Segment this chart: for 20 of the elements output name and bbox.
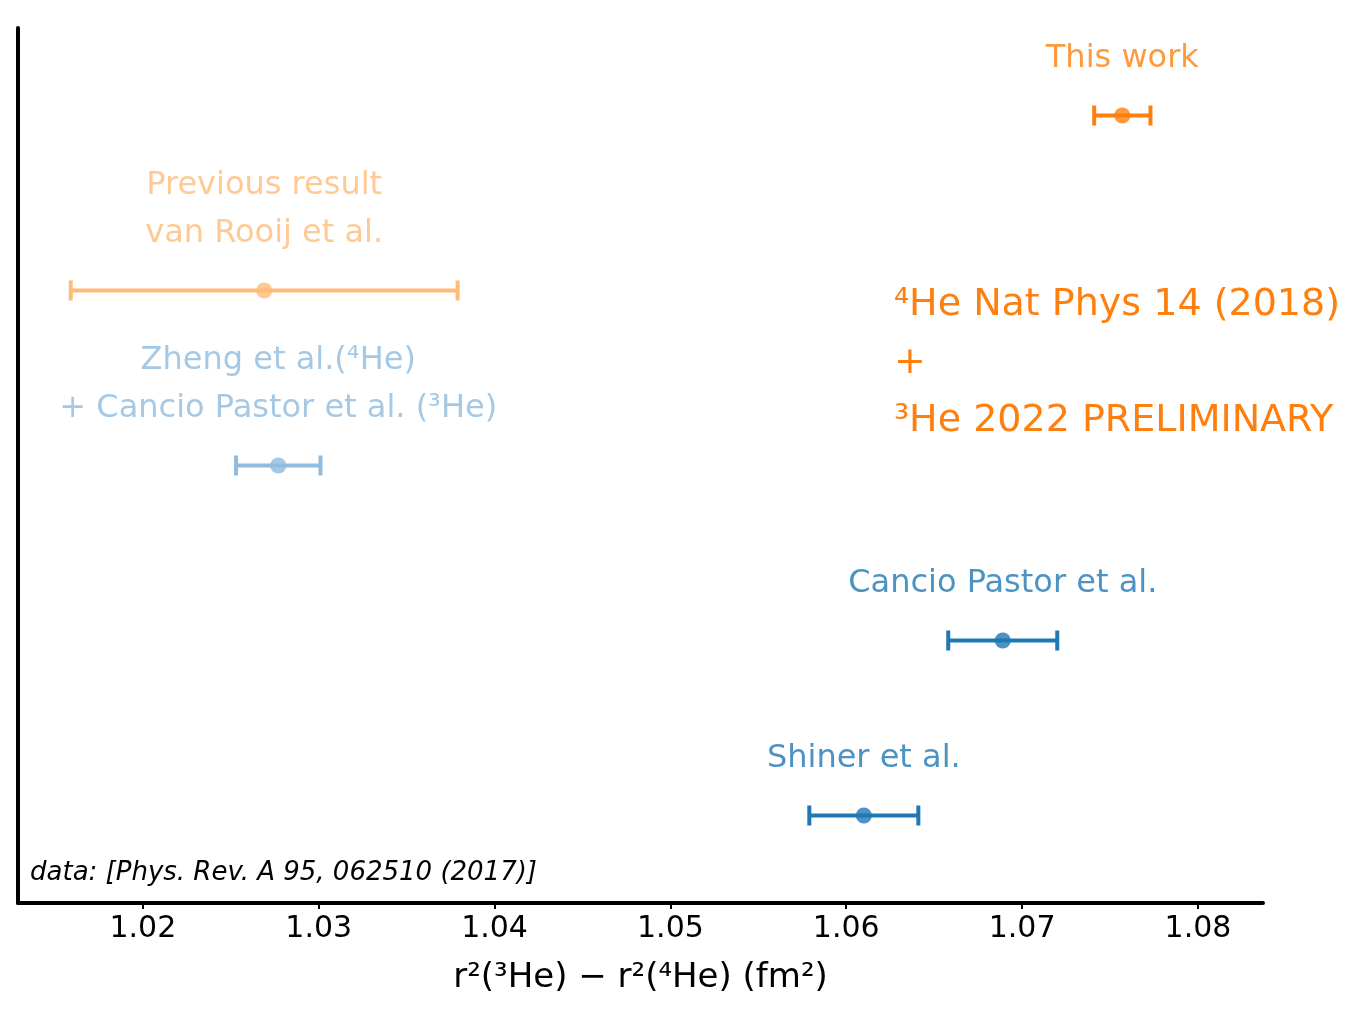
point xyxy=(256,282,273,299)
annotation: data: [Phys. Rev. A 95, 062510 (2017)] xyxy=(30,856,537,886)
x-tick-label: 1.07 xyxy=(988,908,1056,944)
point xyxy=(994,632,1011,649)
point xyxy=(1114,107,1131,124)
point xyxy=(270,457,287,474)
x-tick-label: 1.06 xyxy=(812,908,880,944)
text: Zheng et al.(⁴He) + Cancio Pastor et al. (³He) xyxy=(59,338,498,425)
x-tick-label: 1.02 xyxy=(109,908,177,944)
x-tick-label: 1.05 xyxy=(637,908,704,944)
text: Previous result van Rooij et al. xyxy=(145,163,384,250)
series-label: Cancio Pastor et al. xyxy=(848,561,1158,600)
x-tick-label: 1.03 xyxy=(285,908,353,944)
x-tick-label: 1.04 xyxy=(461,908,528,944)
annotation: ⁴He Nat Phys 14 (2018) + ³He 2022 PRELIMINARY xyxy=(893,280,1341,440)
series-label: This work xyxy=(1044,36,1200,75)
x-axis-title: r²(³He) − r²(⁴He) (fm²) xyxy=(453,955,828,995)
point xyxy=(855,807,872,824)
x-tick-label: 1.08 xyxy=(1164,908,1232,944)
series-label: Shiner et al. xyxy=(766,736,961,775)
